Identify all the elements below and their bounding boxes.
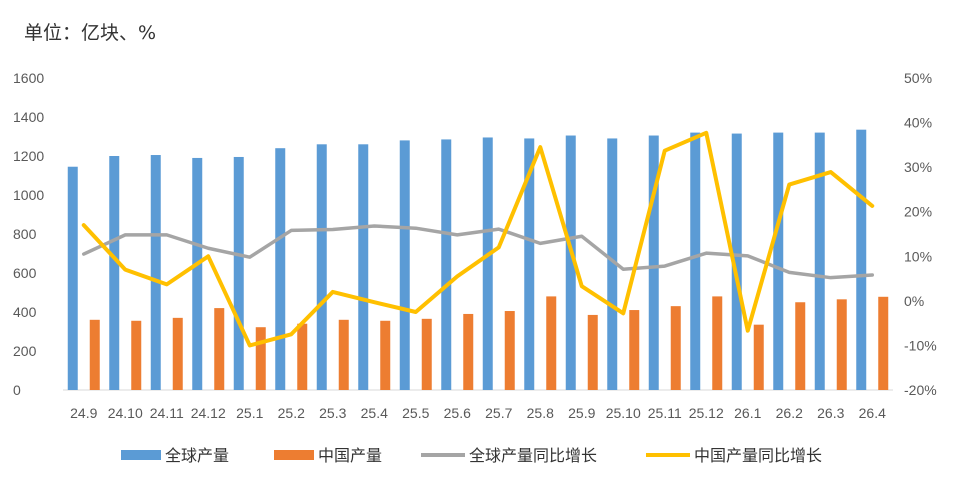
x-tick-label: 25.9	[568, 405, 595, 421]
x-tick-label: 25.10	[606, 405, 641, 421]
y-left-tick-label: 600	[13, 265, 37, 281]
legend-global-yoy-growth-label: 全球产量同比增长	[469, 446, 597, 465]
global-production-bar	[690, 132, 701, 390]
x-tick-label: 25.3	[319, 405, 346, 421]
china-production-bar	[836, 299, 847, 390]
china-production-bar	[463, 313, 474, 390]
x-tick-label: 25.6	[444, 405, 471, 421]
y-right-tick-label: 30%	[904, 159, 932, 175]
global-production-bar	[731, 133, 742, 390]
y-right-tick-label: 10%	[904, 248, 932, 264]
global-production-bar	[607, 138, 618, 390]
global-production-bar	[524, 138, 535, 390]
legend-global-production-label: 全球产量	[165, 446, 229, 465]
global-production-bar	[109, 156, 120, 390]
x-tick-label: 24.12	[191, 405, 226, 421]
china-production-bar	[670, 306, 681, 390]
x-tick-label: 26.4	[859, 405, 886, 421]
global-production-bar	[275, 148, 286, 390]
y-right-tick-label: -20%	[904, 382, 937, 398]
unit-label: 单位：亿块、%	[24, 22, 157, 44]
legend-china-production-label: 中国产量	[318, 446, 382, 465]
global-production-bar	[482, 137, 493, 390]
x-tick-label: 25.7	[485, 405, 512, 421]
y-left-tick-label: 1600	[13, 70, 44, 86]
bars	[67, 129, 889, 391]
china-production-bar	[172, 317, 183, 390]
global-production-bar	[856, 129, 867, 391]
y-left-tick-label: 200	[13, 343, 37, 359]
x-tick-label: 25.8	[527, 405, 554, 421]
x-tick-label: 25.5	[402, 405, 429, 421]
global-production-bar	[814, 132, 825, 390]
china-production-bar	[546, 296, 557, 390]
global-production-bar	[565, 135, 576, 390]
x-tick-label: 25.12	[689, 405, 724, 421]
y-right-tick-label: 50%	[904, 70, 932, 86]
x-tick-label: 24.9	[70, 405, 97, 421]
global-production-bar	[358, 144, 369, 390]
china-production-bar	[338, 319, 349, 390]
y-right-tick-label: 20%	[904, 204, 932, 220]
x-tick-label: 25.11	[648, 405, 682, 421]
global-production-bar	[192, 157, 203, 390]
china-production-bar	[587, 314, 598, 390]
y-left-tick-label: 400	[13, 304, 37, 320]
y-left-tick-label: 0	[13, 382, 21, 398]
x-tick-label: 26.1	[734, 405, 761, 421]
y-left-tick-label: 800	[13, 226, 37, 242]
china-production-bar	[131, 320, 142, 390]
x-tick-label: 25.1	[236, 405, 263, 421]
china-production-bar	[214, 308, 225, 390]
legend-global-production-swatch	[121, 450, 161, 460]
legend-china-yoy-growth-label: 中国产量同比增长	[694, 446, 822, 465]
global-production-bar	[399, 140, 410, 390]
legend: 全球产量 中国产量 全球产量同比增长 中国产量同比增长	[121, 446, 822, 465]
x-tick-label: 26.3	[817, 405, 844, 421]
china-production-bar	[380, 320, 391, 390]
global-production-bar	[773, 132, 784, 390]
global-production-bar	[150, 155, 161, 390]
y-left-tick-label: 1200	[13, 148, 44, 164]
x-tick-label: 24.10	[108, 405, 143, 421]
y-right-tick-label: 40%	[904, 115, 932, 131]
china-yoy-growth-line	[81, 130, 875, 348]
lines	[81, 130, 875, 348]
y-left-tick-label: 1000	[13, 187, 44, 203]
global-production-bar	[233, 156, 244, 390]
axes: 0 200 400 600 800 1000 1200 1400 1600 -20% -10% 0% 1…	[13, 70, 937, 421]
global-production-bar	[441, 139, 452, 390]
x-tick-label: 25.2	[278, 405, 305, 421]
legend-china-production-swatch	[274, 450, 314, 460]
china-production-bar	[421, 318, 432, 390]
china-production-bar	[629, 310, 640, 390]
y-right-tick-label: -10%	[904, 337, 937, 353]
china-production-bar	[297, 323, 308, 390]
global-production-bar	[648, 135, 659, 390]
global-yoy-growth-line	[82, 224, 874, 280]
china-production-bar	[878, 296, 889, 390]
global-production-bar	[316, 144, 327, 390]
x-tick-label: 24.11	[150, 405, 184, 421]
x-tick-label: 26.2	[776, 405, 803, 421]
china-production-bar	[753, 324, 764, 390]
china-production-bar	[504, 311, 515, 390]
y-left-tick-label: 1400	[13, 109, 44, 125]
china-production-bar	[89, 319, 100, 390]
global-production-bar	[67, 166, 78, 390]
y-right-tick-label: 0%	[904, 293, 924, 309]
china-production-bar	[255, 327, 266, 390]
x-tick-label: 25.4	[361, 405, 388, 421]
china-production-bar	[712, 296, 723, 390]
china-production-bar	[795, 302, 806, 390]
